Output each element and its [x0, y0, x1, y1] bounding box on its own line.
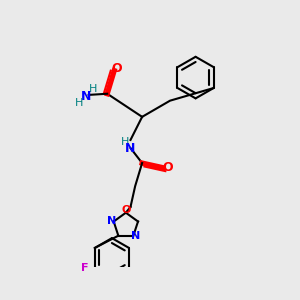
- Text: N: N: [131, 231, 140, 241]
- Text: H: H: [75, 98, 83, 108]
- Text: N: N: [81, 90, 92, 103]
- Text: O: O: [111, 62, 122, 75]
- Text: H: H: [121, 137, 129, 147]
- Text: N: N: [125, 142, 136, 154]
- Text: O: O: [121, 206, 130, 215]
- Text: O: O: [162, 161, 173, 174]
- Text: H: H: [89, 84, 98, 94]
- Text: F: F: [81, 262, 88, 273]
- Text: N: N: [107, 217, 116, 226]
